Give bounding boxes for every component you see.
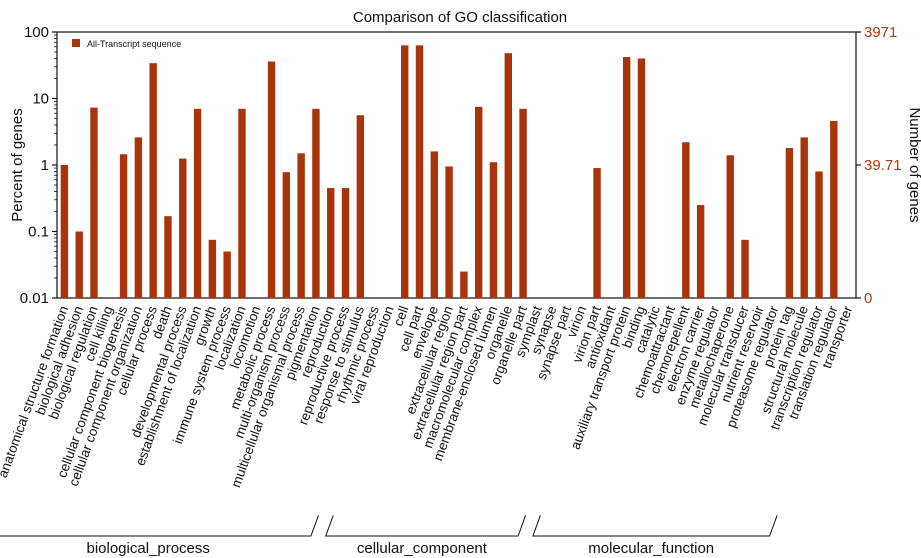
bars-group <box>60 45 838 299</box>
bar <box>726 155 734 298</box>
bar <box>593 168 601 298</box>
group-bracket <box>0 515 319 537</box>
bar <box>800 137 808 298</box>
bar <box>238 108 246 298</box>
bar <box>297 153 305 298</box>
bar <box>489 162 498 298</box>
y-axis-title: Percent of genes <box>9 108 26 221</box>
group-bracket <box>532 515 778 537</box>
bar <box>741 239 749 298</box>
bar <box>327 188 335 298</box>
bar <box>134 137 143 298</box>
bar <box>460 271 468 298</box>
legend-label: All-Transcript sequence <box>87 39 181 49</box>
y-right-tick-label: 3971 <box>864 24 897 41</box>
group-brackets: biological_process cellular_component mole… <box>0 515 778 557</box>
bar <box>356 115 365 298</box>
bar <box>119 154 128 298</box>
bar <box>401 45 409 299</box>
group-label: cellular_component <box>357 540 488 557</box>
x-tick-label: cell <box>391 304 412 328</box>
bar <box>193 108 202 298</box>
right-axis: 3971 39.71 0 <box>856 24 902 307</box>
bar <box>415 45 424 299</box>
bar <box>75 231 83 298</box>
bar <box>475 106 483 298</box>
bar <box>830 120 838 299</box>
bar <box>519 108 527 298</box>
y-right-tick-label: 39.71 <box>864 157 902 174</box>
bar <box>312 108 320 298</box>
y-tick-label: 0.1 <box>28 224 49 241</box>
plot-frame <box>56 31 857 299</box>
bar <box>637 58 646 299</box>
left-axis: 100 10 1 0.1 0.01 <box>20 24 57 307</box>
bar <box>815 171 823 298</box>
y-right-tick-label: 0 <box>864 290 872 307</box>
group-label: molecular_function <box>588 540 714 557</box>
chart-title: Comparison of GO classification <box>353 9 567 26</box>
bar <box>504 53 512 299</box>
legend: All-Transcript sequence <box>72 39 181 49</box>
bar <box>149 63 157 298</box>
y-tick-label: 0.01 <box>20 290 49 307</box>
bar <box>282 172 291 298</box>
bar <box>164 216 172 298</box>
bar <box>223 251 231 298</box>
bar <box>90 107 98 298</box>
bar <box>696 205 705 298</box>
bar <box>179 158 187 298</box>
y-axis-right-title: Number of genes <box>906 107 921 222</box>
y-tick-label: 1 <box>41 157 49 174</box>
bar <box>682 142 690 298</box>
y-tick-label: 10 <box>32 91 49 108</box>
bar <box>341 188 350 298</box>
bar <box>622 57 631 298</box>
bar <box>208 239 217 298</box>
legend-swatch <box>72 39 80 47</box>
group-label: biological_process <box>86 540 209 557</box>
bar <box>445 166 453 298</box>
category-labels: anatomical structure formationbiological… <box>0 303 856 489</box>
bar <box>60 165 69 298</box>
y-tick-label: 100 <box>24 24 49 41</box>
group-bracket <box>324 515 527 537</box>
bar <box>267 61 276 299</box>
bar <box>430 151 439 298</box>
bar <box>785 148 794 298</box>
